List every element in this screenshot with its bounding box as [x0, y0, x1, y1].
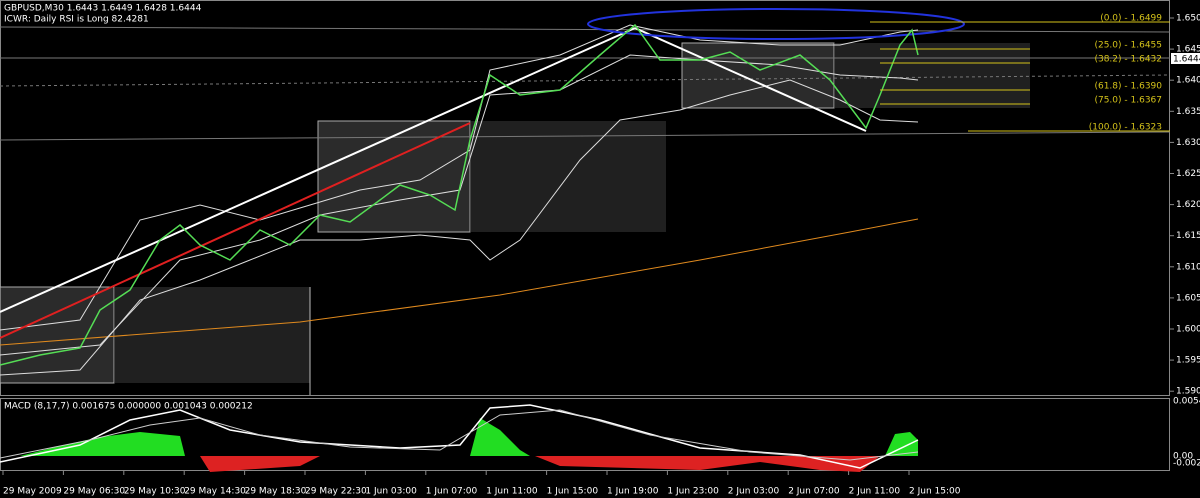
range-box — [317, 120, 471, 233]
macd-tick-label: 0.00 — [1173, 452, 1193, 462]
macd-panel — [0, 398, 1170, 471]
price-tick-label: 1.6305 — [1176, 138, 1200, 148]
price-tick-label: 1.6405 — [1176, 76, 1200, 86]
current-price-box — [1171, 53, 1200, 64]
range-box — [681, 42, 835, 109]
main-panel — [0, 0, 1170, 396]
time-tick-label: 1 Jun 19:00 — [607, 487, 659, 497]
white-trendline — [0, 27, 636, 313]
time-tick-label: 29 May 18:30 — [245, 487, 307, 497]
fib-label: (0.0) - 1.6499 — [1100, 14, 1162, 24]
price-tick-label: 1.6205 — [1176, 200, 1200, 210]
macd-positive — [20, 418, 918, 456]
ref-line — [0, 26, 1171, 33]
price-line — [0, 23, 919, 366]
fib-label: (38.2) - 1.6432 — [1094, 55, 1162, 65]
fib-label: (25.0) - 1.6455 — [1094, 41, 1162, 51]
ref-line — [0, 131, 1171, 141]
range-box — [114, 287, 310, 383]
fib-label: (75.0) - 1.6367 — [1094, 96, 1162, 106]
price-tick-label: 1.6105 — [1176, 262, 1200, 272]
reference-lines — [0, 26, 1171, 141]
price-tick-label: 1.6005 — [1176, 325, 1200, 335]
time-tick-label: 1 Jun 11:00 — [486, 487, 538, 497]
price-tick-label: 1.5905 — [1176, 387, 1200, 397]
time-tick-label: 29 May 2009 — [3, 487, 62, 497]
macd-label: MACD (8,17,7) 0.001675 0.000000 0.001043… — [4, 402, 253, 412]
red-trendline — [0, 122, 471, 339]
macd-negative — [200, 456, 880, 472]
time-tick-label: 29 May 14:30 — [184, 487, 246, 497]
price-tick-label: 1.5955 — [1176, 356, 1200, 366]
time-tick-label: 1 Jun 07:00 — [426, 487, 478, 497]
price-tick-label: 1.6055 — [1176, 293, 1200, 303]
range-boxes — [0, 42, 1030, 384]
white-trendline — [634, 27, 867, 132]
moving-average — [0, 218, 919, 346]
macd-tick-label: -0.00226 — [1173, 459, 1200, 469]
price-tick-label: 1.6505 — [1176, 14, 1200, 24]
fib-label: (100.0) - 1.6323 — [1089, 123, 1162, 133]
symbol-line: GBPUSD,M30 1.6443 1.6449 1.6428 1.6444 — [4, 4, 202, 14]
time-tick-label: 2 Jun 07:00 — [788, 487, 840, 497]
time-tick-label: 29 May 22:30 — [305, 487, 367, 497]
price-tick-label: 1.6255 — [1176, 169, 1200, 179]
time-tick-label: 1 Jun 03:00 — [365, 487, 417, 497]
time-tick-label: 1 Jun 23:00 — [667, 487, 719, 497]
indicator-line: ICWR: Daily RSI is Long 82.4281 — [4, 15, 149, 25]
time-tick-label: 2 Jun 11:00 — [849, 487, 901, 497]
bollinger-upper — [0, 24, 919, 331]
time-tick-label: 1 Jun 15:00 — [547, 487, 599, 497]
blue-ellipse — [587, 8, 965, 40]
price-tick-label: 1.6455 — [1176, 45, 1200, 55]
macd-tick-label: 0.005447 — [1173, 397, 1200, 407]
price-tick-label: 1.6355 — [1176, 107, 1200, 117]
range-box — [0, 286, 115, 384]
time-tick-label: 29 May 06:30 — [63, 487, 125, 497]
range-box — [834, 43, 1030, 108]
time-tick-label: 29 May 10:30 — [124, 487, 186, 497]
macd-line — [0, 404, 919, 469]
price-tick-label: 1.6155 — [1176, 231, 1200, 241]
time-tick-label: 2 Jun 03:00 — [728, 487, 780, 497]
fib-label: (61.8) - 1.6390 — [1094, 82, 1162, 92]
signal-line — [0, 409, 919, 461]
current-price: 1.6444 — [1173, 55, 1200, 65]
time-tick-label: 2 Jun 15:00 — [909, 487, 961, 497]
bollinger-lower — [0, 79, 919, 376]
